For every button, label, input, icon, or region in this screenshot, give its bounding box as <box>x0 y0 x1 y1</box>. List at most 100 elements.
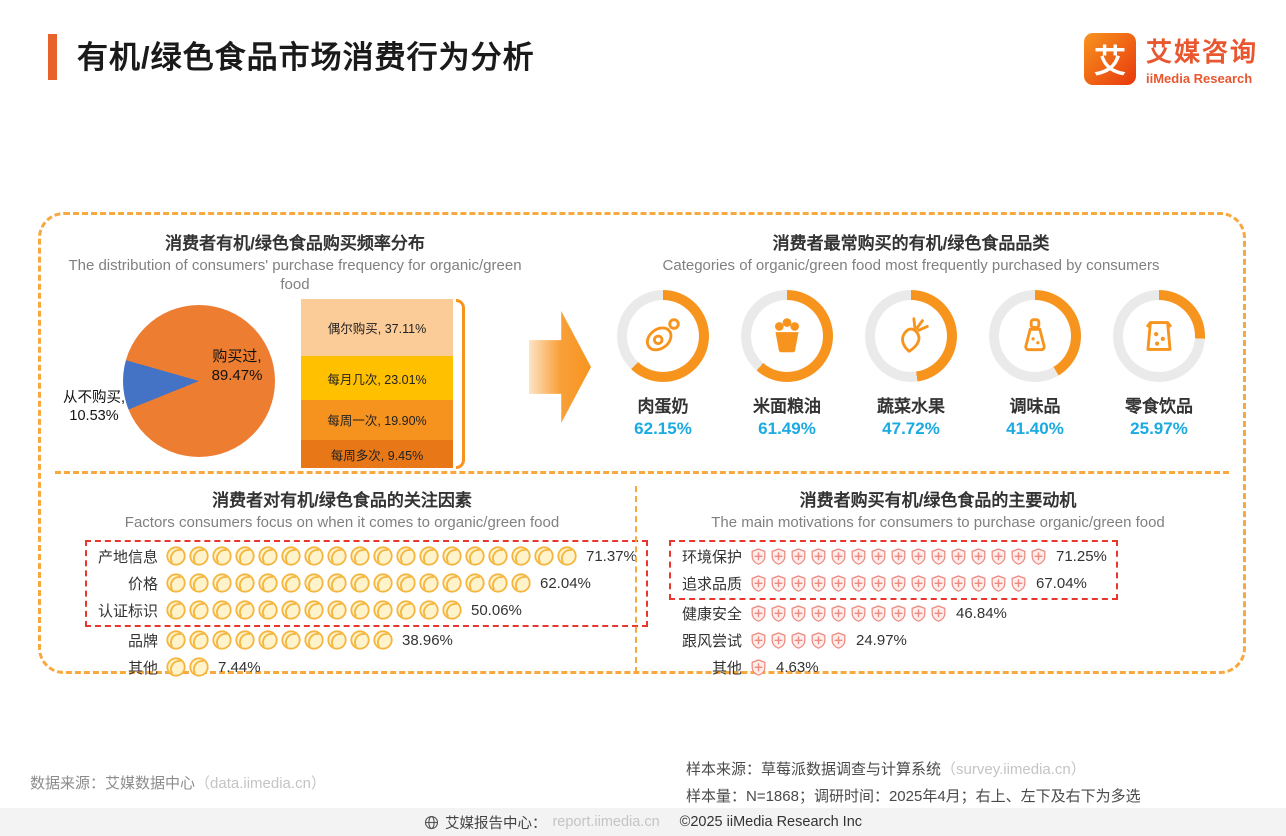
frequency-breakdown-segment: 每周一次, 19.90% <box>301 399 453 440</box>
highlight-box: 环境保护 71.25% 追求品质 67.04% <box>669 539 1118 600</box>
frequency-title: 消费者有机/绿色食品购买频率分布 <box>165 234 425 253</box>
pie-purchased-value: 89.47% <box>211 367 263 384</box>
brand-text: 艾媒咨询 iiMedia Research <box>1146 32 1258 86</box>
coin-icon <box>372 545 394 567</box>
category-donut-ring <box>617 289 709 382</box>
stat-label: 品牌 <box>127 632 158 650</box>
shield-plus-icon <box>889 547 908 566</box>
coin-icon <box>280 599 302 621</box>
shield-plus-icon <box>789 547 808 566</box>
stat-row: 品牌 38.96% <box>92 627 633 654</box>
frequency-subtitle: The distribution of consumers' purchase … <box>68 257 522 293</box>
seasoning-icon <box>999 299 1071 372</box>
coin-icon <box>188 629 210 651</box>
sample-info-block: 样本来源：草莓派数据调查与计算系统（survey.iimedia.cn） 样本量… <box>686 756 1141 810</box>
main-chart-panel: 消费者有机/绿色食品购买频率分布 The distribution of con… <box>38 212 1246 677</box>
categories-panel: 消费者最常购买的有机/绿色食品品类 Categories of organic/… <box>597 227 1225 467</box>
coin-icon <box>234 599 256 621</box>
iimedia-logo-icon: 艾 <box>1083 33 1136 85</box>
coin-icon <box>349 629 371 651</box>
stat-value: 67.04% <box>1036 574 1087 592</box>
stat-label: 追求品质 <box>681 575 742 593</box>
coin-icon <box>418 545 440 567</box>
purchase-frequency-panel: 消费者有机/绿色食品购买频率分布 The distribution of con… <box>61 227 529 469</box>
shield-plus-icon <box>829 547 848 566</box>
category-card: 零食饮品 25.97% <box>1098 289 1220 439</box>
icon-strip <box>749 547 1049 566</box>
shield-plus-icon <box>809 631 828 650</box>
coin-icon <box>510 545 532 567</box>
carrot-icon <box>875 299 947 372</box>
coin-icon <box>441 572 463 594</box>
coin-icon <box>188 656 210 678</box>
stat-row: 价格 62.04% <box>92 570 637 597</box>
coin-icon <box>487 545 509 567</box>
icon-strip <box>749 658 769 677</box>
category-card: 米面粮油 61.49% <box>726 289 848 439</box>
category-donuts: 肉蛋奶 62.15% 米面粮油 61.49% 蔬菜水果 47.72% 调味品 41.40% 零食… <box>597 289 1225 439</box>
frequency-breakdown-segment: 每周多次, 9.45% <box>301 439 453 469</box>
coin-icon <box>510 572 532 594</box>
stat-value: 7.44% <box>218 658 261 676</box>
report-center-url: report.iimedia.cn <box>552 814 660 830</box>
pie-area: 购买过, 89.47% 从不购买, 10.53% 偶尔购买, 37.11% 每月几… <box>61 297 529 477</box>
stat-value: 38.96% <box>402 631 453 649</box>
shield-plus-icon <box>909 574 928 593</box>
coin-icon <box>165 629 187 651</box>
stat-value: 62.04% <box>540 574 591 592</box>
sample-source-text: 样本来源：草莓派数据调查与计算系统 <box>686 761 942 778</box>
category-label: 米面粮油 <box>753 396 821 416</box>
coin-icon <box>372 572 394 594</box>
bottom-section: 消费者对有机/绿色食品的关注因素 Factors consumers focus… <box>41 478 1243 681</box>
stat-value: 71.37% <box>586 547 637 565</box>
icon-strip <box>165 572 533 594</box>
shield-plus-icon <box>769 574 788 593</box>
globe-icon <box>424 815 439 830</box>
shield-plus-icon <box>989 547 1008 566</box>
frequency-breakdown: 偶尔购买, 37.11% 每月几次, 23.01% 每周一次, 19.90% 每周多次… <box>301 298 453 469</box>
shield-plus-icon <box>949 547 968 566</box>
shield-plus-icon <box>869 547 888 566</box>
shield-plus-icon <box>949 574 968 593</box>
coin-icon <box>326 629 348 651</box>
pie-label-purchased: 购买过, 89.47% <box>187 347 287 386</box>
stat-row: 产地信息 71.37% <box>92 543 637 570</box>
purchase-frequency-pie <box>123 304 275 457</box>
shield-plus-icon <box>989 574 1008 593</box>
shield-plus-icon <box>929 574 948 593</box>
icon-strip <box>165 599 464 621</box>
coin-icon <box>372 599 394 621</box>
icon-strip <box>165 629 395 651</box>
stat-row: 追求品质 67.04% <box>676 570 1107 597</box>
coin-icon <box>257 545 279 567</box>
motivations-panel: 消费者购买有机/绿色食品的主要动机 The main motivations f… <box>643 486 1233 681</box>
category-label: 零食饮品 <box>1125 396 1193 416</box>
coin-icon <box>211 572 233 594</box>
coin-icon <box>326 572 348 594</box>
pie-purchased-label: 购买过, <box>212 347 262 365</box>
breakdown-wrap: 偶尔购买, 37.11% 每月几次, 23.01% 每周一次, 19.90% 每周多次… <box>301 298 465 469</box>
meat-icon <box>627 299 699 372</box>
shield-plus-icon <box>829 574 848 593</box>
horizontal-divider <box>55 471 1229 474</box>
coin-icon <box>326 599 348 621</box>
header: 有机/绿色食品市场消费行为分析 艾 艾媒咨询 iiMedia Research <box>48 32 1258 104</box>
shield-plus-icon <box>769 631 788 650</box>
coin-icon <box>464 545 486 567</box>
icon-strip <box>749 574 1029 593</box>
coin-icon <box>165 656 187 678</box>
category-card: 蔬菜水果 47.72% <box>850 289 972 439</box>
shield-plus-icon <box>769 604 788 623</box>
coin-icon <box>487 572 509 594</box>
stat-value: 24.97% <box>856 631 907 649</box>
shield-plus-icon <box>749 604 768 623</box>
icon-strip <box>165 545 579 567</box>
category-label: 肉蛋奶 <box>637 396 689 416</box>
coin-icon <box>280 572 302 594</box>
coin-icon <box>556 545 578 567</box>
stat-label: 其他 <box>711 659 742 677</box>
coin-icon <box>418 599 440 621</box>
stat-label: 跟风尝试 <box>681 632 742 650</box>
pie-never-label: 从不购买, <box>62 389 126 406</box>
category-value: 62.15% <box>634 418 692 438</box>
